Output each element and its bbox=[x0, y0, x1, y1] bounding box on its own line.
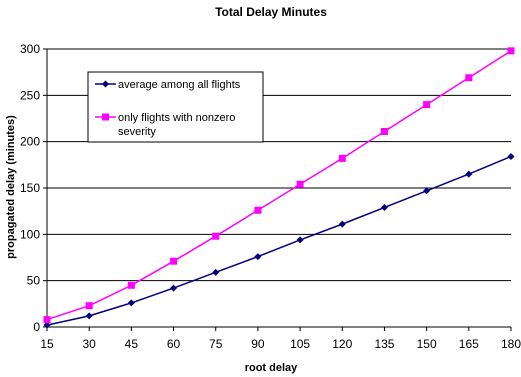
x-tick-label-105: 105 bbox=[290, 337, 310, 351]
y-tick-label-50: 50 bbox=[27, 274, 41, 288]
x-tick-label-165: 165 bbox=[459, 337, 479, 351]
series-1-point-75 bbox=[212, 232, 220, 240]
x-tick-labels: 15 30 45 60 75 90 105 120 135 150 165 180 bbox=[40, 327, 521, 351]
legend-label-nonzero: only flights with nonzero severity bbox=[118, 112, 238, 138]
chart-title: Total Delay Minutes bbox=[215, 5, 327, 19]
series-0-point-165 bbox=[465, 170, 473, 178]
legend-marker-nonzero-icon bbox=[102, 113, 109, 121]
series-0-point-180 bbox=[507, 152, 515, 160]
series-1-point-180 bbox=[507, 47, 515, 55]
x-axis-title: root delay bbox=[245, 362, 298, 374]
x-tick-label-30: 30 bbox=[83, 337, 97, 351]
x-tick-label-135: 135 bbox=[374, 337, 394, 351]
y-tick-label-250: 250 bbox=[20, 88, 40, 102]
series-1-point-105 bbox=[296, 180, 304, 188]
series-1-point-45 bbox=[127, 281, 135, 289]
series-1-point-30 bbox=[85, 302, 93, 310]
y-tick-label-100: 100 bbox=[20, 227, 40, 241]
series-lines bbox=[43, 47, 515, 329]
series-0-point-150 bbox=[423, 187, 431, 195]
x-tick-label-75: 75 bbox=[209, 337, 223, 351]
series-0-point-90 bbox=[254, 253, 262, 261]
series-1-point-60 bbox=[170, 257, 178, 265]
series-0-point-45 bbox=[127, 299, 135, 307]
legend: average among all flights only flights w… bbox=[87, 71, 264, 143]
series-1-point-90 bbox=[254, 206, 262, 214]
series-1-point-120 bbox=[338, 154, 346, 162]
series-0-point-135 bbox=[380, 203, 388, 211]
series-1-point-150 bbox=[423, 101, 431, 109]
x-tick-label-120: 120 bbox=[332, 337, 352, 351]
x-tick-label-45: 45 bbox=[125, 337, 139, 351]
series-0-point-120 bbox=[338, 220, 346, 228]
y-tick-label-200: 200 bbox=[20, 135, 40, 149]
x-tick-label-180: 180 bbox=[501, 337, 521, 351]
series-0-point-30 bbox=[85, 312, 93, 320]
y-axis-title: propagated delay (minutes) bbox=[5, 115, 17, 259]
x-tick-label-60: 60 bbox=[167, 337, 181, 351]
x-tick-label-150: 150 bbox=[417, 337, 437, 351]
x-tick-label-90: 90 bbox=[251, 337, 265, 351]
legend-label-average: average among all flights bbox=[118, 79, 241, 91]
x-tick-label-15: 15 bbox=[40, 337, 54, 351]
y-tick-labels: 0 50 100 150 200 250 300 bbox=[20, 42, 47, 334]
series-1-point-135 bbox=[380, 127, 388, 135]
series-line-1 bbox=[46, 50, 512, 321]
legend-box bbox=[87, 71, 264, 143]
series-0-point-60 bbox=[170, 284, 178, 292]
series-0-point-105 bbox=[296, 236, 304, 244]
y-tick-label-300: 300 bbox=[20, 42, 40, 56]
legend-marker-average-icon bbox=[102, 80, 109, 88]
series-0-point-15 bbox=[43, 321, 51, 329]
y-tick-label-0: 0 bbox=[33, 320, 40, 334]
series-0-point-75 bbox=[212, 268, 220, 276]
y-tick-label-150: 150 bbox=[20, 181, 40, 195]
series-line-0 bbox=[46, 155, 512, 326]
series-1-point-15 bbox=[43, 316, 51, 324]
series-1-point-165 bbox=[465, 74, 473, 82]
